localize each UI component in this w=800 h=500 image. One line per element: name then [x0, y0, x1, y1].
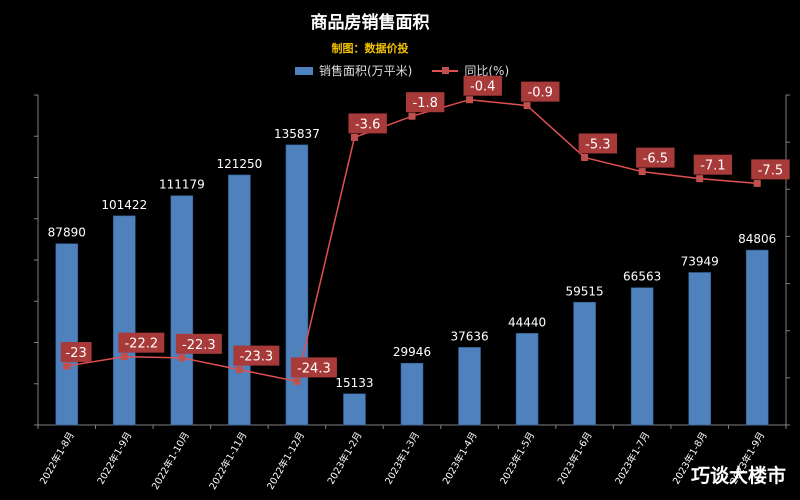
yoy-label: -5.3 [585, 137, 610, 152]
yoy-label-box [636, 147, 675, 168]
bar [113, 215, 136, 426]
bar-value-label: 73949 [681, 254, 719, 268]
yoy-marker [696, 175, 704, 183]
yoy-label-box [175, 333, 222, 354]
yoy-label-box [578, 133, 618, 154]
bar-value-label: 29946 [393, 345, 431, 359]
bar [343, 393, 366, 426]
bar [458, 347, 481, 426]
bar-value-label: 101422 [101, 198, 147, 212]
bar [745, 249, 769, 426]
x-tick-label: 2023年1-7月 [613, 430, 653, 487]
x-tick-label: 2022年1-8月 [37, 430, 77, 487]
watermark: 巧谈大楼市 [690, 465, 786, 487]
yoy-label: -6.5 [643, 152, 668, 167]
bar [400, 362, 424, 426]
chart-subtitle: 制图：数据价投 [331, 42, 409, 55]
bar-value-label: 111179 [159, 178, 205, 192]
yoy-marker [120, 353, 128, 361]
bar [515, 333, 539, 426]
yoy-marker [466, 96, 474, 104]
yoy-label: -0.4 [470, 80, 495, 95]
x-tick-label: 2022年1-9月 [95, 430, 135, 487]
yoy-label-box [118, 332, 165, 353]
bar-value-label: 15133 [335, 376, 373, 390]
yoy-label: -0.9 [528, 86, 553, 101]
bar-value-label: 59515 [566, 284, 604, 298]
yoy-marker [63, 362, 71, 370]
bar [55, 243, 79, 426]
bar-value-label: 121250 [216, 157, 262, 171]
bar-value-label: 37636 [450, 329, 488, 343]
bar-value-label: 87890 [48, 226, 86, 240]
yoy-marker [178, 354, 186, 362]
legend-line-label: 同比(%) [464, 64, 510, 78]
yoy-label-box [233, 345, 280, 366]
yoy-label-box [463, 75, 502, 96]
yoy-label-box [406, 92, 445, 113]
x-tick-label: 2023年1-2月 [325, 430, 365, 487]
yoy-marker [293, 377, 301, 385]
bar [688, 272, 711, 426]
bar-value-label: 44440 [508, 315, 546, 329]
yoy-label: -1.8 [413, 96, 438, 111]
yoy-marker [523, 102, 531, 110]
x-tick-label: 2023年1-3月 [382, 430, 422, 487]
yoy-label-box [521, 81, 560, 102]
x-tick-label: 2023年1-5月 [497, 430, 537, 487]
bar [170, 195, 194, 426]
yoy-marker [408, 112, 416, 120]
yoy-label: -7.5 [758, 163, 783, 178]
yoy-label: -22.3 [182, 338, 216, 353]
yoy-label-box [290, 357, 337, 378]
bar-value-label: 135837 [274, 127, 320, 141]
yoy-marker [350, 133, 358, 141]
x-tick-label: 2023年1-6月 [555, 430, 595, 487]
bar-value-label: 66563 [623, 270, 661, 284]
yoy-label-box [60, 342, 92, 363]
bar [573, 301, 596, 426]
yoy-label: -24.3 [297, 361, 331, 376]
yoy-label-box [348, 113, 387, 134]
yoy-label: -22.2 [124, 337, 158, 352]
legend-bar-label: 销售面积(万平米) [319, 64, 413, 78]
bar [630, 287, 654, 426]
bar-value-label: 84806 [738, 232, 776, 246]
chart-title: 商品房销售面积 [310, 13, 430, 33]
bar [228, 174, 251, 426]
yoy-marker [581, 153, 589, 161]
yoy-label: -23 [66, 346, 87, 361]
legend-bar-swatch [295, 66, 313, 75]
yoy-marker [235, 366, 243, 374]
x-tick-label: 2022年1-12月 [264, 430, 307, 492]
yoy-label: -7.1 [700, 159, 725, 174]
x-tick-label: 2023年1-4月 [440, 430, 480, 487]
yoy-line [66, 98, 758, 383]
yoy-label-box [693, 154, 733, 175]
yoy-label: -3.6 [355, 117, 380, 132]
yoy-label-box [751, 159, 790, 180]
yoy-label: -23.3 [240, 350, 274, 365]
x-tick-label: 2022年1-10月 [149, 430, 192, 492]
legend: 销售面积(万平米) 同比(%) [295, 62, 509, 79]
yoy-marker [753, 179, 761, 187]
x-tick-label: 2022年1-11月 [207, 430, 250, 492]
yoy-marker [638, 168, 646, 176]
legend-line-swatch [432, 66, 459, 74]
